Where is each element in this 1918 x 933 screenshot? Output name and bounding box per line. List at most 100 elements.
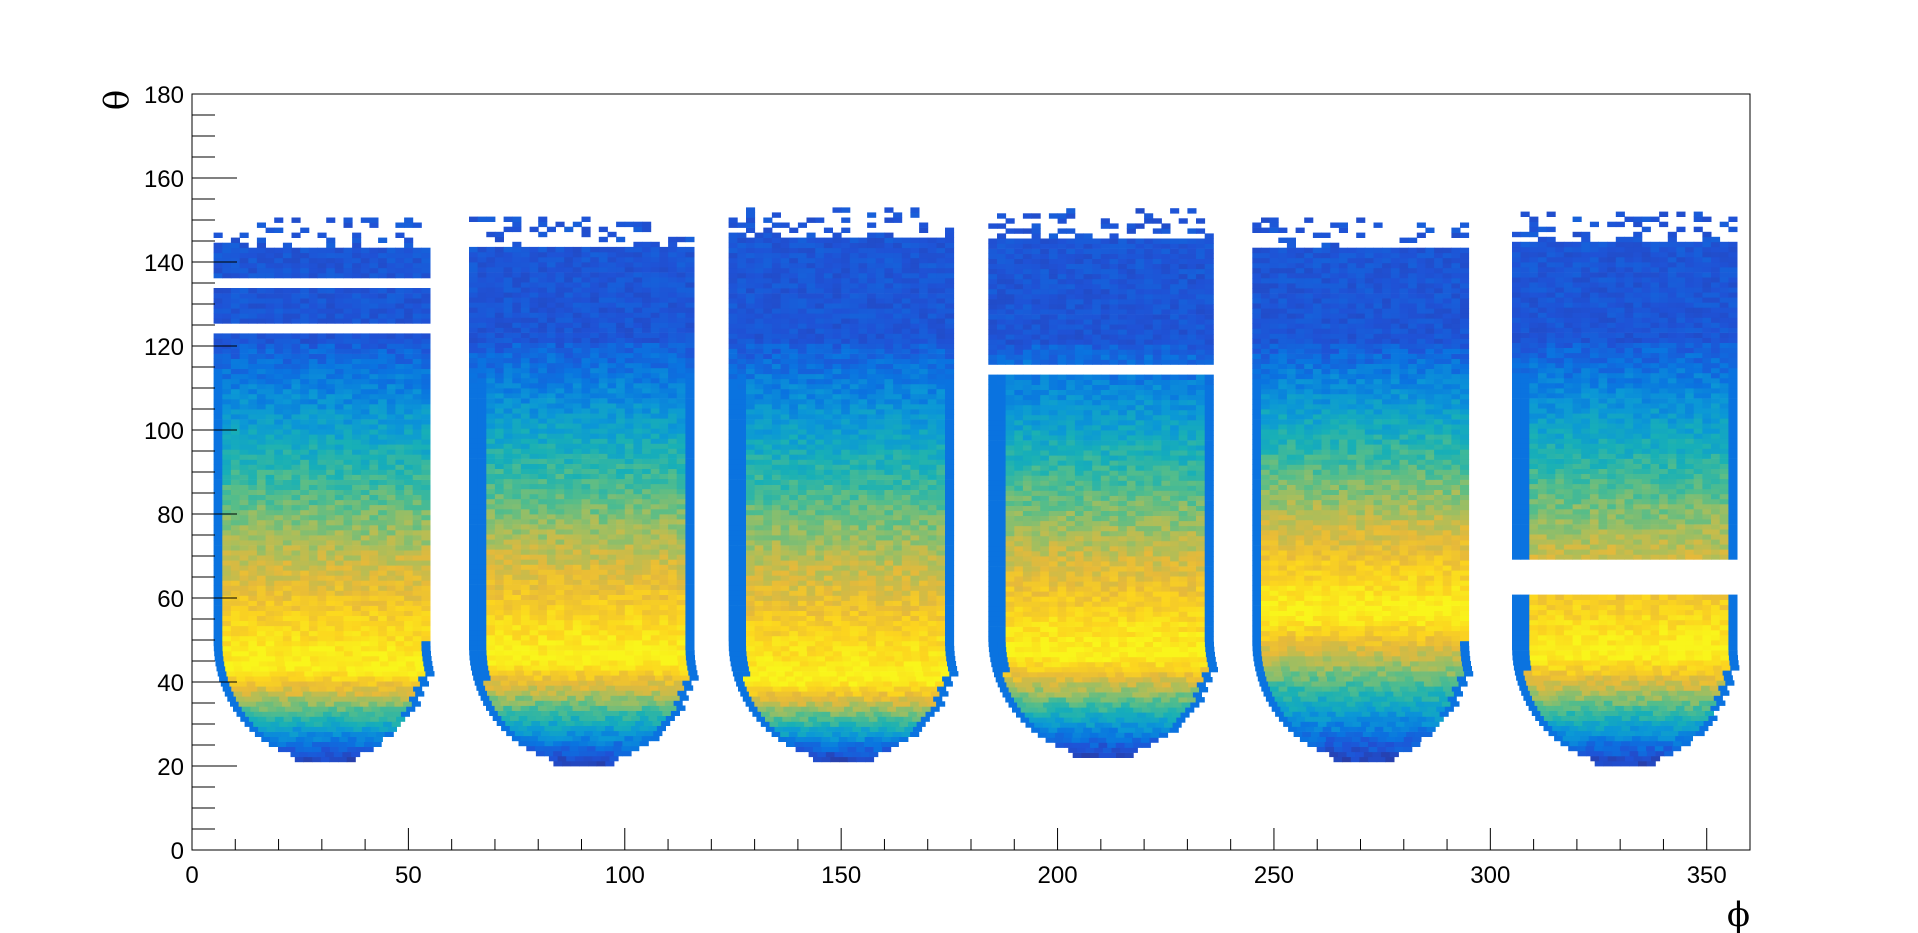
heatmap-cell	[256, 625, 266, 632]
heatmap-cell	[633, 251, 643, 258]
heatmap-cell	[326, 338, 336, 344]
heatmap-cell	[239, 383, 249, 390]
heatmap-cell	[546, 438, 556, 444]
heatmap-cell	[230, 237, 240, 243]
heatmap-cell	[503, 650, 513, 656]
heatmap-cell	[248, 716, 258, 722]
heatmap-cell	[230, 363, 240, 369]
heatmap-cell	[412, 267, 422, 274]
heatmap-cell	[239, 338, 249, 344]
heatmap-cell	[572, 529, 582, 535]
heatmap-cell	[412, 590, 422, 596]
heatmap-cell	[581, 483, 591, 490]
heatmap-cell	[600, 755, 610, 762]
heatmap-cell	[421, 288, 431, 294]
heatmap-cell	[265, 499, 275, 506]
heatmap-cell	[241, 661, 251, 667]
heatmap-cell	[239, 398, 249, 405]
heatmap-cell	[343, 540, 353, 546]
heatmap-cell	[412, 585, 422, 591]
heatmap-cell	[520, 282, 530, 288]
heatmap-cell	[543, 700, 553, 706]
heatmap-cell	[469, 372, 479, 379]
heatmap-cell	[421, 585, 431, 591]
heatmap-cell	[535, 700, 545, 706]
heatmap-cell	[379, 726, 389, 732]
heatmap-cell	[572, 453, 582, 459]
heatmap-cell	[395, 620, 405, 627]
heatmap-cell	[360, 303, 370, 309]
heatmap-cell	[297, 676, 307, 682]
heatmap-cell	[494, 544, 504, 550]
heatmap-cell	[376, 681, 386, 687]
heatmap-cell	[308, 247, 318, 254]
heatmap-cell	[238, 701, 248, 707]
heatmap-cell	[309, 645, 319, 652]
heatmap-cell	[605, 761, 615, 767]
heatmap-cell	[512, 388, 522, 394]
heatmap-cell	[469, 383, 479, 389]
heatmap-cell	[239, 454, 249, 460]
heatmap-cell	[360, 585, 370, 591]
heatmap-cell	[268, 666, 278, 672]
heatmap-cell	[865, 756, 875, 763]
heatmap-cell	[274, 509, 284, 516]
heatmap-cell	[395, 257, 405, 264]
heatmap-cell	[486, 574, 496, 580]
heatmap-cell	[616, 498, 626, 505]
heatmap-cell	[291, 509, 301, 516]
heatmap-cell	[261, 721, 271, 727]
heatmap-cell	[624, 705, 634, 711]
heatmap-cell	[477, 483, 487, 490]
heatmap-cell	[320, 666, 330, 672]
heatmap-cell	[369, 600, 379, 606]
heatmap-cell	[343, 524, 353, 531]
heatmap-cell	[650, 458, 660, 464]
heatmap-cell	[572, 312, 582, 318]
heatmap-cell	[256, 267, 266, 274]
heatmap-cell	[317, 343, 327, 349]
heatmap-cell	[494, 635, 504, 641]
heatmap-cell	[538, 569, 548, 575]
heatmap-cell	[633, 317, 643, 323]
heatmap-cell	[239, 318, 249, 324]
heatmap-cell	[512, 423, 522, 429]
heatmap-cell	[520, 549, 530, 555]
heatmap-cell	[503, 277, 513, 283]
heatmap-cell	[386, 419, 396, 425]
heatmap-cell	[668, 418, 678, 424]
heatmap-cell	[239, 343, 249, 349]
heatmap-cell	[555, 493, 565, 500]
heatmap-cell	[378, 489, 388, 495]
heatmap-cell	[598, 257, 608, 263]
heatmap-cell	[293, 661, 303, 667]
heatmap-cell	[607, 483, 617, 490]
heatmap-cell	[529, 594, 539, 600]
heatmap-cell	[239, 494, 249, 501]
heatmap-cell	[421, 414, 431, 420]
heatmap-cell	[369, 363, 379, 369]
heatmap-cell	[616, 488, 626, 495]
heatmap-cell	[650, 423, 660, 429]
heatmap-cell	[607, 589, 617, 595]
heatmap-cell	[389, 666, 399, 672]
heatmap-cell	[590, 393, 600, 399]
heatmap-cell	[335, 656, 345, 662]
heatmap-cell	[564, 478, 574, 485]
heatmap-cell	[386, 519, 396, 526]
heatmap-cell	[477, 519, 487, 525]
heatmap-cell	[404, 414, 414, 420]
heatmap-cell	[308, 489, 318, 495]
heatmap-cell	[538, 498, 548, 505]
heatmap-cell	[685, 312, 695, 318]
heatmap-cell	[494, 584, 504, 590]
heatmap-cell	[262, 711, 272, 717]
heatmap-cell	[343, 585, 353, 591]
heatmap-cell	[650, 463, 660, 469]
heatmap-cell	[512, 383, 522, 389]
heatmap-cell	[256, 595, 266, 601]
heatmap-cell	[520, 362, 530, 369]
heatmap-cell	[239, 595, 249, 601]
heatmap-cell	[230, 338, 240, 344]
heatmap-cell	[660, 690, 670, 696]
